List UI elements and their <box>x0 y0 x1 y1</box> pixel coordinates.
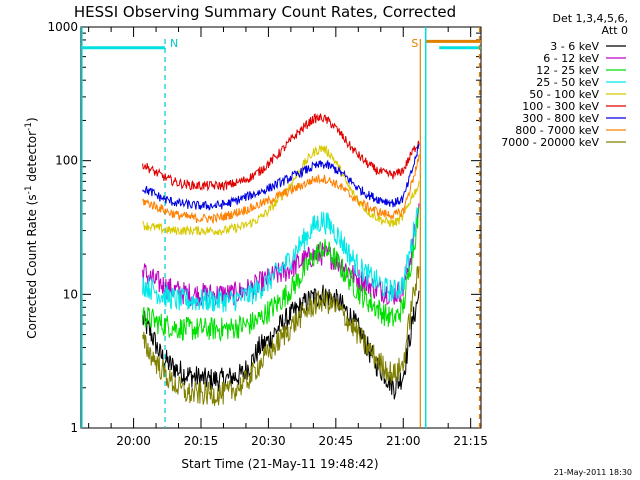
legend-entry-label: 12 - 25 keV <box>536 64 599 77</box>
x-tick-label: 20:15 <box>184 434 219 448</box>
series-line <box>142 266 420 406</box>
x-tick-label: 20:00 <box>116 434 151 448</box>
marker-label: N <box>170 37 178 50</box>
y-axis-label-sup1: -1 <box>24 185 34 194</box>
series-line <box>142 284 420 400</box>
legend-entry-label: 300 - 800 keV <box>522 112 599 125</box>
marker-label: S <box>411 37 418 50</box>
plot-area: 1 10 100 1000 20:00 20:15 20:30 20:45 21:00 21:15… <box>47 20 488 448</box>
series-line <box>142 207 420 313</box>
legend-entry-label: 25 - 50 keV <box>536 76 599 89</box>
legend-entry-label: 50 - 100 keV <box>529 88 599 101</box>
y-tick-label: 10 <box>63 287 78 301</box>
series-line <box>142 113 420 192</box>
x-tick-label: 21:15 <box>453 434 488 448</box>
y-axis-label-end: ) <box>25 117 39 122</box>
legend-entry-label: 3 - 6 keV <box>550 40 599 53</box>
x-axis-label: Start Time (21-May-11 19:48:42) <box>181 457 378 471</box>
y-tick-label: 100 <box>55 154 78 168</box>
x-tick-label: 21:00 <box>386 434 421 448</box>
legend-entry-label: 800 - 7000 keV <box>515 124 599 137</box>
series-line <box>142 143 420 211</box>
legend-header: Att 0 <box>602 24 628 37</box>
y-axis-label-sup2: -1 <box>24 122 34 131</box>
plot-frame <box>80 26 482 429</box>
legend-entry-label: 7000 - 20000 keV <box>501 136 599 149</box>
y-tick-label: 1 <box>70 421 78 435</box>
chart-title: HESSI Observing Summary Count Rates, Cor… <box>74 3 456 21</box>
series-line <box>142 206 420 343</box>
series-line <box>142 144 420 236</box>
x-tick-label: 20:45 <box>319 434 354 448</box>
y-axis-label-main: Corrected Count Rate (s <box>25 194 39 338</box>
y-axis-label: Corrected Count Rate (s-1 detector-1) <box>24 117 39 338</box>
y-tick-label: 1000 <box>47 20 78 34</box>
series-line <box>142 154 420 225</box>
y-axis-label-mid: detector <box>25 131 39 186</box>
legend-entry-label: 6 - 12 keV <box>543 52 599 65</box>
legend-header: Det 1,3,4,5,6, <box>552 12 628 25</box>
footer-date: 21-May-2011 18:30 <box>554 468 632 477</box>
x-tick-label: 20:30 <box>251 434 286 448</box>
legend-entry-label: 100 - 300 keV <box>522 100 599 113</box>
